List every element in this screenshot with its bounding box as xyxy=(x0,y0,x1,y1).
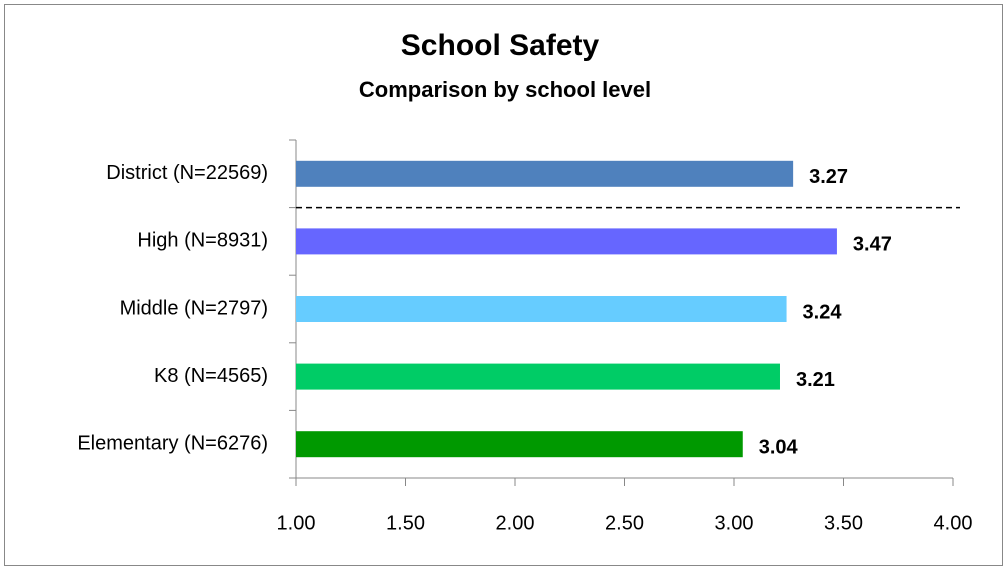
bar xyxy=(296,228,837,255)
x-tick-label: 2.50 xyxy=(605,512,644,534)
value-label: 3.27 xyxy=(809,166,848,188)
x-tick-label: 3.50 xyxy=(824,512,863,534)
chart-subtitle: Comparison by school level xyxy=(359,77,651,102)
y-tick-label: District (N=22569) xyxy=(106,162,268,184)
value-label: 3.24 xyxy=(803,301,843,323)
bar xyxy=(296,296,787,322)
value-label: 3.04 xyxy=(759,436,799,458)
x-tick-label: 3.00 xyxy=(715,512,754,534)
bar xyxy=(296,431,743,458)
chart-frame xyxy=(4,4,1003,566)
x-tick-label: 1.00 xyxy=(277,512,316,534)
bar xyxy=(296,363,780,390)
x-tick-label: 2.00 xyxy=(496,512,535,534)
y-tick-label: Middle (N=2797) xyxy=(120,297,268,319)
x-tick-label: 4.00 xyxy=(934,512,973,534)
y-tick-label: Elementary (N=6276) xyxy=(77,432,268,454)
y-tick-label: K8 (N=4565) xyxy=(154,365,268,387)
value-label: 3.21 xyxy=(796,369,835,391)
x-tick-label: 1.50 xyxy=(386,512,425,534)
bar xyxy=(296,160,794,187)
y-tick-label: High (N=8931) xyxy=(137,230,268,252)
chart-title: School Safety xyxy=(401,29,600,62)
value-label: 3.47 xyxy=(853,234,892,256)
